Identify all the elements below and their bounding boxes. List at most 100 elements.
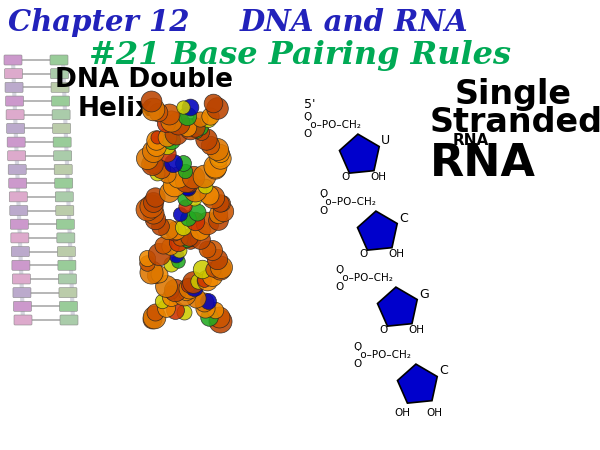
- Point: [163, 170, 172, 177]
- Point: [215, 314, 224, 321]
- Text: O: O: [336, 282, 344, 292]
- Point: [152, 136, 161, 144]
- Point: [170, 287, 179, 294]
- Text: G: G: [419, 288, 429, 301]
- Point: [193, 208, 202, 216]
- Text: O: O: [380, 325, 388, 335]
- Point: [190, 123, 200, 130]
- Point: [215, 149, 224, 156]
- FancyBboxPatch shape: [7, 137, 25, 147]
- Point: [205, 112, 215, 119]
- Point: [161, 119, 171, 126]
- Point: [155, 222, 165, 229]
- Point: [212, 255, 221, 262]
- Point: [184, 214, 193, 221]
- Point: [215, 154, 225, 162]
- FancyBboxPatch shape: [4, 55, 22, 65]
- Text: O: O: [354, 359, 362, 369]
- Polygon shape: [358, 211, 397, 250]
- Point: [179, 291, 189, 298]
- Point: [185, 104, 195, 111]
- Point: [173, 119, 182, 126]
- Point: [214, 216, 223, 224]
- Text: RNA: RNA: [430, 142, 536, 185]
- FancyBboxPatch shape: [55, 192, 73, 202]
- Point: [151, 142, 161, 149]
- Point: [163, 149, 172, 156]
- FancyBboxPatch shape: [53, 137, 71, 147]
- Point: [195, 226, 205, 233]
- Point: [181, 177, 190, 184]
- FancyBboxPatch shape: [9, 178, 27, 188]
- Point: [158, 242, 168, 249]
- FancyBboxPatch shape: [9, 192, 27, 202]
- Text: O: O: [342, 172, 350, 182]
- FancyBboxPatch shape: [6, 110, 24, 120]
- FancyBboxPatch shape: [12, 260, 30, 270]
- FancyBboxPatch shape: [53, 151, 71, 161]
- FancyBboxPatch shape: [58, 274, 76, 284]
- Point: [154, 271, 164, 278]
- Point: [190, 217, 200, 224]
- Point: [164, 111, 173, 118]
- Point: [188, 236, 198, 243]
- Text: C: C: [399, 212, 408, 225]
- Polygon shape: [377, 287, 417, 326]
- FancyBboxPatch shape: [53, 123, 71, 133]
- Text: O: O: [304, 129, 312, 139]
- Point: [146, 202, 155, 210]
- Point: [154, 251, 164, 258]
- Point: [151, 308, 160, 315]
- Point: [171, 226, 181, 234]
- Point: [188, 279, 198, 286]
- Point: [158, 298, 167, 305]
- Text: O: O: [336, 265, 344, 275]
- FancyBboxPatch shape: [56, 206, 74, 216]
- Point: [150, 272, 160, 279]
- Text: O: O: [304, 112, 312, 122]
- FancyBboxPatch shape: [52, 110, 70, 120]
- Text: ˋo–PO–CH₂: ˋo–PO–CH₂: [305, 120, 361, 130]
- Point: [200, 298, 209, 306]
- FancyBboxPatch shape: [13, 274, 31, 284]
- FancyBboxPatch shape: [51, 82, 69, 92]
- Point: [185, 126, 195, 133]
- Point: [196, 129, 206, 136]
- Text: OH: OH: [426, 408, 442, 418]
- Text: ˋo–PO–CH₂: ˋo–PO–CH₂: [355, 350, 411, 360]
- Point: [142, 206, 152, 213]
- FancyBboxPatch shape: [58, 247, 76, 256]
- Text: O: O: [319, 189, 327, 199]
- FancyBboxPatch shape: [54, 164, 72, 175]
- Text: O: O: [319, 206, 327, 216]
- Text: 5': 5': [304, 98, 316, 111]
- Point: [179, 308, 189, 315]
- Point: [207, 247, 217, 254]
- Text: OH: OH: [388, 249, 404, 259]
- FancyBboxPatch shape: [10, 219, 28, 229]
- Point: [175, 234, 184, 242]
- Point: [188, 174, 197, 181]
- Point: [203, 297, 212, 305]
- Point: [143, 255, 152, 262]
- Point: [167, 117, 176, 125]
- Text: OH: OH: [408, 325, 424, 335]
- FancyBboxPatch shape: [11, 247, 29, 256]
- Point: [169, 229, 179, 236]
- Point: [170, 181, 179, 189]
- Point: [203, 115, 213, 122]
- Point: [173, 257, 183, 265]
- FancyBboxPatch shape: [50, 69, 68, 79]
- Point: [148, 147, 157, 154]
- FancyBboxPatch shape: [11, 233, 29, 243]
- Point: [153, 109, 163, 116]
- Point: [166, 288, 175, 295]
- Point: [174, 247, 184, 254]
- FancyBboxPatch shape: [59, 288, 77, 297]
- Point: [215, 266, 224, 273]
- Text: ˋo–PO–CH₂: ˋo–PO–CH₂: [337, 273, 393, 283]
- Point: [148, 315, 157, 323]
- FancyBboxPatch shape: [52, 96, 70, 106]
- Point: [148, 198, 158, 205]
- Point: [184, 281, 193, 288]
